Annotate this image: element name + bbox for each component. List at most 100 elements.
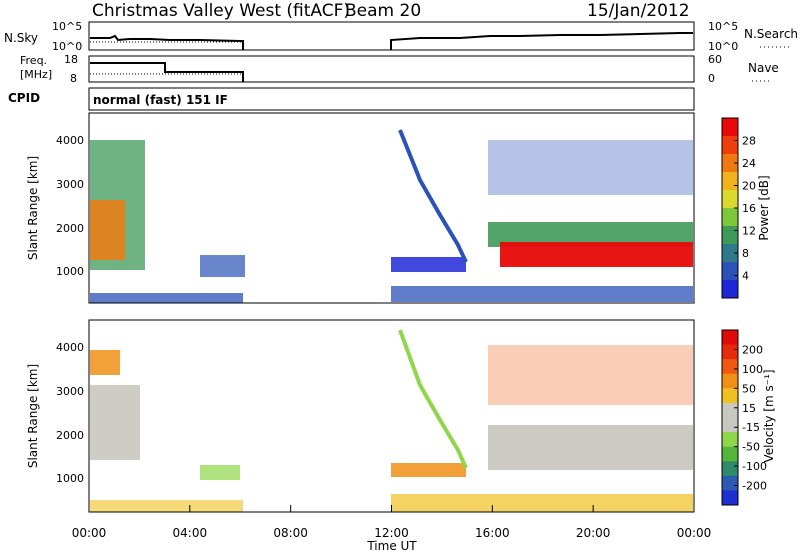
freq-right-tick-high: 60: [708, 53, 722, 66]
freq-left-label-2: [MHz]: [20, 68, 52, 81]
power-panel: Slant Range [km] 1000 2000 3000 4000 4 8 1…: [26, 112, 771, 304]
power-ytick-4000: 4000: [56, 134, 84, 147]
vel-top-early: [90, 350, 120, 375]
power-colorbar-cell: [722, 172, 738, 191]
date-label: 15/Jan/2012: [587, 1, 690, 21]
freq-trace: [90, 62, 244, 82]
velocity-panel: Slant Range [km] 1000 2000 3000 4000 200…: [26, 319, 776, 513]
time-tick-label: 20:00: [576, 526, 611, 540]
freq-left-tick-high: 18: [64, 53, 78, 66]
power-arc: [398, 129, 468, 263]
power-band-1200: [391, 257, 466, 272]
power-ytick-1000: 1000: [56, 265, 84, 278]
power-ytick-3000: 3000: [56, 178, 84, 191]
velocity-colorbar-cell: [722, 402, 738, 418]
noise-sky-trace-b: [390, 32, 693, 50]
power-upper-scatter: [488, 140, 693, 195]
vel-patch-0400: [200, 465, 240, 480]
time-tick-label: 12:00: [374, 526, 409, 540]
power-colorbar-tick: 16: [742, 202, 756, 215]
velocity-colorbar-cell: [722, 359, 738, 375]
velocity-colorbar-cell: [722, 388, 738, 404]
velocity-colorbar-cell: [722, 446, 738, 462]
velocity-colorbar-tick: 200: [742, 343, 763, 356]
velocity-colorbar-cell: [722, 344, 738, 360]
power-colorbar-cell: [722, 280, 738, 299]
time-tick-label: 16:00: [475, 526, 510, 540]
velocity-ytick-4000: 4000: [56, 341, 84, 354]
power-colorbar-tick: 28: [742, 135, 756, 148]
time-axis: 00:00 04:00 08:00 12:00 16:00 20:00 00:00: [72, 505, 712, 540]
power-ground-early: [90, 293, 243, 303]
velocity-ytick-1000: 1000: [56, 472, 84, 485]
noise-right-label: N.Search: [744, 27, 798, 41]
velocity-colorbar-cell: [722, 373, 738, 389]
velocity-colorbar-cell: [722, 417, 738, 433]
velocity-colorbar-tick: 100: [742, 363, 763, 376]
velocity-colorbar-cell: [722, 461, 738, 477]
velocity-colorbar-label: Velocity [m s⁻¹]: [762, 369, 776, 462]
noise-left-tick-high: 10^5: [52, 20, 82, 33]
power-colorbar-cell: [722, 190, 738, 209]
time-tick-label: 00:00: [72, 526, 107, 540]
velocity-colorbar-cell: [722, 432, 738, 448]
freq-panel-frame: [88, 55, 695, 83]
power-colorbar-cell: [722, 118, 738, 137]
velocity-ylabel: Slant Range [km]: [26, 364, 40, 468]
power-colorbar-tick: 12: [742, 225, 756, 238]
velocity-ytick-3000: 3000: [56, 385, 84, 398]
power-strong-band-red: [500, 242, 693, 267]
cpid-value: normal (fast) 151 IF: [93, 93, 228, 107]
vel-ground-late: [391, 494, 693, 512]
beam-label: Beam 20: [345, 1, 421, 21]
velocity-colorbar-tick: 15: [742, 402, 756, 415]
velocity-colorbar-frame: [721, 329, 739, 506]
time-axis-label: Time UT: [366, 539, 417, 553]
power-colorbar-cell: [722, 208, 738, 227]
power-ylabel: Slant Range [km]: [26, 156, 40, 260]
noise-left-tick-low: 10^0: [52, 40, 82, 53]
power-ytick-2000: 2000: [56, 222, 84, 235]
time-tick-label: 04:00: [173, 526, 208, 540]
velocity-colorbar-tick: -100: [742, 460, 767, 473]
power-colorbar-cell: [722, 154, 738, 173]
velocity-colorbar-tick: -200: [742, 480, 767, 493]
power-panel-frame: [88, 112, 695, 304]
vel-grey-band: [488, 425, 693, 470]
noise-left-label: N.Sky: [4, 31, 38, 45]
power-colorbar-cell: [722, 226, 738, 245]
power-colorbar-tick: 8: [742, 247, 749, 260]
freq-right-tick-low: 0: [708, 72, 715, 85]
vel-blob-early: [90, 385, 140, 460]
velocity-colorbar-tick: 50: [742, 382, 756, 395]
freq-left-tick-low: 8: [70, 72, 77, 85]
cpid-label: CPID: [8, 91, 40, 105]
noise-sky-trace-a: [90, 34, 244, 50]
time-tick-label: 08:00: [273, 526, 308, 540]
power-colorbar-tick: 20: [742, 180, 756, 193]
station-title: Christmas Valley West (fitACF): [92, 1, 350, 21]
cpid-panel-frame: [88, 87, 695, 111]
power-colorbar-cell: [722, 136, 738, 155]
power-patch-0400: [200, 255, 245, 277]
velocity-colorbar-cell: [722, 330, 738, 346]
velocity-heatmap: [90, 329, 693, 512]
vel-ground-early: [90, 500, 243, 512]
power-colorbar-tick: 24: [742, 157, 756, 170]
power-colorbar-tick: 4: [742, 270, 749, 283]
power-colorbar: 4 8 12 16 20 24 28: [721, 117, 756, 299]
power-colorbar-cell: [722, 244, 738, 263]
velocity-colorbar-tick: -50: [742, 441, 760, 454]
power-colorbar-cell: [722, 262, 738, 281]
freq-left-label-1: Freq.: [20, 54, 47, 67]
freq-right-label: Nave: [748, 61, 779, 75]
velocity-colorbar-cell: [722, 490, 738, 506]
velocity-colorbar-tick: -15: [742, 421, 760, 434]
power-heatmap: [90, 129, 693, 303]
power-ground-late: [391, 286, 693, 302]
velocity-colorbar-cell: [722, 475, 738, 491]
vel-arc: [398, 329, 468, 469]
vel-band-1200: [391, 463, 466, 477]
time-tick-label: 00:00: [677, 526, 712, 540]
